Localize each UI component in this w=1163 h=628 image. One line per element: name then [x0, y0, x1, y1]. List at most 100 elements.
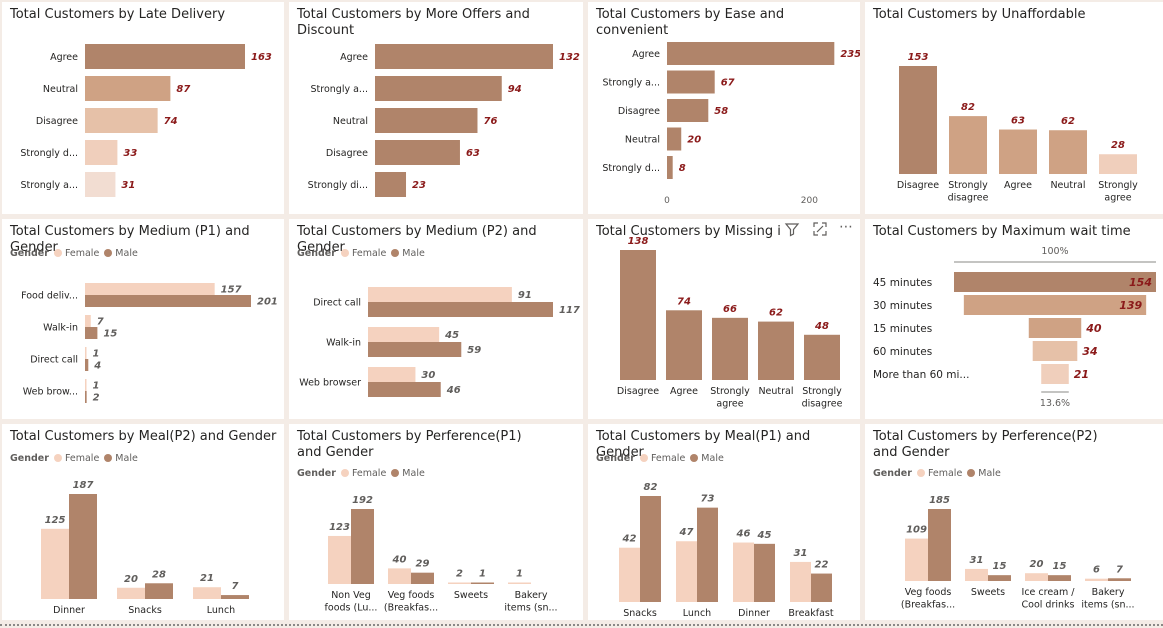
bar[interactable]: [667, 99, 709, 122]
bar-male[interactable]: [69, 494, 97, 599]
bar-female[interactable]: [41, 528, 69, 599]
bar-female[interactable]: [85, 283, 215, 295]
bar[interactable]: [85, 108, 158, 133]
bar-female[interactable]: [85, 315, 91, 327]
legend-male[interactable]: Male: [978, 468, 1001, 479]
bar-male[interactable]: [697, 507, 718, 602]
bar-female[interactable]: [85, 347, 87, 359]
bar-male[interactable]: [85, 391, 87, 403]
bar[interactable]: [712, 317, 748, 380]
bar-female[interactable]: [328, 535, 351, 584]
bar[interactable]: [899, 66, 937, 174]
bar[interactable]: [954, 272, 1156, 292]
bar[interactable]: [1028, 318, 1082, 338]
bar[interactable]: [667, 42, 835, 65]
bar-male[interactable]: [351, 509, 374, 584]
bar-female[interactable]: [508, 582, 531, 585]
bar-female[interactable]: [619, 547, 640, 602]
bar-female[interactable]: [388, 568, 411, 584]
page-bottom-border: [0, 624, 1163, 626]
bar[interactable]: [620, 250, 656, 380]
bar-male[interactable]: [754, 543, 775, 602]
bar[interactable]: [375, 44, 553, 69]
chart-preference-p2-gender[interactable]: 109 185 Veg foods (Breakfas... 31 15 Sweets 20 1…: [865, 424, 1163, 620]
chart-unaffordable[interactable]: 153 Disagree 82 Strongly disagree 63 Agree 62 Ne…: [865, 2, 1163, 214]
bar[interactable]: [1099, 154, 1137, 174]
bar-female[interactable]: [448, 582, 471, 585]
legend-male[interactable]: Male: [402, 468, 425, 479]
bar-female[interactable]: [368, 287, 512, 302]
bar-male[interactable]: [471, 582, 494, 585]
bar[interactable]: [375, 108, 478, 133]
legend-female[interactable]: Female: [927, 468, 963, 479]
bar-male[interactable]: [1048, 575, 1071, 581]
bar-female[interactable]: [790, 561, 811, 602]
bar-female[interactable]: [193, 587, 221, 599]
bar[interactable]: [375, 172, 407, 197]
chart-medium-p2-gender[interactable]: Direct call 91 117 Walk-in 45 59 Web browser 30…: [289, 219, 583, 419]
bar[interactable]: [1041, 364, 1069, 384]
bar-male[interactable]: [221, 595, 249, 599]
bar[interactable]: [375, 140, 460, 165]
chart-meal-p1-gender[interactable]: 42 82 Snacks 47 73 Lunch 46 45 Dinner 31 22 Breakfa…: [588, 424, 860, 620]
chart-meal-p2-gender[interactable]: 125 187 Dinner 20 28 Snacks 21 7 Lunch Total Cus…: [2, 424, 284, 620]
legend-female[interactable]: Female: [650, 453, 686, 464]
bar[interactable]: [85, 172, 116, 197]
bar[interactable]: [85, 44, 245, 69]
chart-maximum-wait-time[interactable]: 100% 45 minutes 154 30 minutes 139 15 minutes…: [865, 219, 1163, 419]
bar-female[interactable]: [676, 541, 697, 602]
bar[interactable]: [999, 129, 1037, 174]
bar-female[interactable]: [905, 538, 928, 581]
bar-male[interactable]: [928, 509, 951, 581]
bar-female[interactable]: [1085, 578, 1108, 581]
bar-male[interactable]: [368, 342, 462, 357]
bar-female[interactable]: [965, 568, 988, 581]
bar-female[interactable]: [117, 587, 145, 599]
bar[interactable]: [1032, 341, 1078, 361]
chart-ease-convenient[interactable]: Agree 235 Strongly a... 67 Disagree 58 Neutral…: [588, 2, 860, 214]
bar[interactable]: [758, 321, 794, 380]
bar-female[interactable]: [85, 379, 87, 391]
more-options-icon[interactable]: ⋯: [839, 219, 853, 235]
data-label-female: 109: [906, 525, 927, 536]
bar-male[interactable]: [811, 573, 832, 602]
bar[interactable]: [963, 295, 1147, 315]
bar-male[interactable]: [640, 496, 661, 602]
legend-female[interactable]: Female: [64, 453, 100, 464]
bar[interactable]: [667, 156, 673, 179]
bar[interactable]: [666, 310, 702, 380]
bar-male[interactable]: [85, 359, 89, 371]
legend-female[interactable]: Female: [64, 248, 100, 259]
legend-male[interactable]: Male: [115, 453, 138, 464]
bar-male[interactable]: [411, 572, 434, 584]
legend-male[interactable]: Male: [115, 248, 138, 259]
bar[interactable]: [375, 76, 502, 101]
chart-preference-p1-gender[interactable]: 123 192 Non Veg foods (Lu... 40 29 Veg foods (B…: [289, 424, 583, 620]
bar[interactable]: [667, 127, 682, 151]
bar-female[interactable]: [733, 542, 754, 602]
chart-missing-items[interactable]: 138 Disagree 74 Agree 66 Strongly agree 62 Neutr…: [588, 219, 860, 419]
bar[interactable]: [949, 116, 987, 174]
chart-offers-discount[interactable]: Agree 132 Strongly a... 94 Neutral 76 Disagree…: [289, 2, 583, 214]
bar[interactable]: [667, 70, 715, 94]
chart-late-delivery[interactable]: Agree 163 Neutral 87 Disagree 74 Strongly d...…: [2, 2, 284, 214]
bar-male[interactable]: [368, 302, 553, 317]
bar-male[interactable]: [988, 575, 1011, 581]
bar[interactable]: [804, 334, 840, 380]
bar-female[interactable]: [1025, 573, 1048, 581]
bar[interactable]: [1049, 130, 1087, 174]
legend-male[interactable]: Male: [701, 453, 724, 464]
bar-male[interactable]: [85, 295, 251, 307]
bar[interactable]: [85, 76, 171, 101]
chart-medium-p1-gender[interactable]: Food deliv... 157 201 Walk-in 7 15 Direct call…: [2, 219, 284, 419]
bar[interactable]: [85, 140, 118, 165]
bar-male[interactable]: [145, 583, 173, 599]
bar-male[interactable]: [85, 327, 98, 339]
bar-female[interactable]: [368, 367, 416, 382]
bar-male[interactable]: [1108, 578, 1131, 581]
legend-male[interactable]: Male: [402, 248, 425, 259]
legend-female[interactable]: Female: [351, 248, 387, 259]
legend-female[interactable]: Female: [351, 468, 387, 479]
bar-female[interactable]: [368, 327, 440, 342]
bar-male[interactable]: [368, 382, 441, 397]
